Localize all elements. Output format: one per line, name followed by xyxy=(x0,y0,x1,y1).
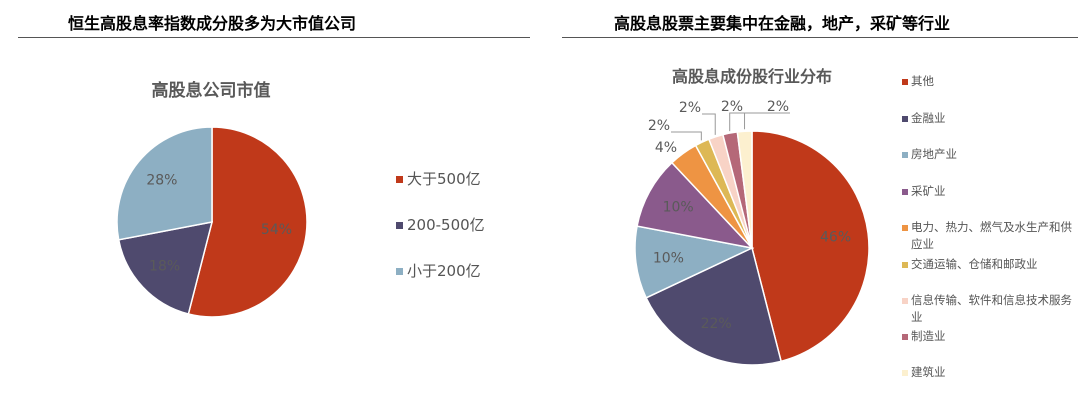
legend-label: 房地产业 xyxy=(911,147,957,161)
chart-2-slice-8 xyxy=(736,130,753,249)
legend-label: 电力、热力、燃气及水生产和供应业 xyxy=(911,220,1072,251)
chart-2-data-label-5: 2% xyxy=(648,118,670,134)
chart-2-legend-item-3: 采矿业 xyxy=(902,183,1080,200)
legend-swatch xyxy=(902,78,908,85)
right-title-rule xyxy=(562,37,1078,38)
legend-swatch xyxy=(396,222,403,229)
chart-1-data-label-2: 28% xyxy=(146,173,177,189)
chart-2-data-label-8: 2% xyxy=(767,99,789,115)
left-title-rule xyxy=(18,37,530,38)
chart-2-leader-7 xyxy=(729,112,744,132)
chart-2-legend-item-4: 电力、热力、燃气及水生产和供应业 xyxy=(902,219,1080,253)
chart-2-slice-0 xyxy=(751,130,870,363)
chart-2-data-label-6: 2% xyxy=(679,100,701,116)
legend-label: 制造业 xyxy=(911,329,946,343)
legend-swatch xyxy=(902,369,908,376)
chart-2-leader-8 xyxy=(744,112,790,130)
chart-2-data-label-3: 10% xyxy=(663,199,694,215)
legend-swatch xyxy=(902,333,908,340)
chart-1-slice-0 xyxy=(187,126,308,318)
legend-label: 200-500亿 xyxy=(407,216,485,234)
legend-label: 交通运输、仓储和邮政业 xyxy=(911,257,1038,271)
chart-1-data-label-0: 54% xyxy=(261,222,292,238)
legend-swatch xyxy=(902,151,908,158)
chart-1-legend-item-0: 大于500亿 xyxy=(396,168,481,189)
chart-1-slice-1 xyxy=(117,221,214,315)
chart-2-legend-item-0: 其他 xyxy=(902,73,1080,90)
legend-swatch xyxy=(396,176,403,183)
chart-2-title: 高股息成份股行业分布 xyxy=(672,67,832,86)
chart-2-legend-item-1: 金融业 xyxy=(902,110,1080,127)
legend-swatch xyxy=(902,115,908,122)
chart-2-data-label-1: 22% xyxy=(701,316,732,332)
legend-swatch xyxy=(902,261,908,268)
chart-2-legend-item-2: 房地产业 xyxy=(902,146,1080,163)
legend-label: 金融业 xyxy=(911,111,946,125)
legend-swatch xyxy=(396,268,403,275)
chart-2-legend-item-6: 信息传输、软件和信息技术服务业 xyxy=(902,292,1080,326)
chart-2-slice-1 xyxy=(645,246,783,366)
left-panel-title: 恒生高股息率指数成分股多为大市值公司 xyxy=(68,14,357,33)
chart-2-data-label-7: 2% xyxy=(721,99,743,115)
legend-label: 其他 xyxy=(911,74,934,88)
right-panel-title: 高股息股票主要集中在金融，地产，采矿等行业 xyxy=(614,14,951,33)
chart-2-leader-5 xyxy=(671,131,702,141)
chart-1-data-label-1: 18% xyxy=(149,258,180,274)
legend-label: 小于200亿 xyxy=(407,262,481,280)
chart-2-data-label-2: 10% xyxy=(653,251,684,267)
legend-label: 大于500亿 xyxy=(407,170,481,188)
chart-2-data-label-0: 46% xyxy=(820,229,851,245)
chart-1-legend-item-1: 200-500亿 xyxy=(396,214,485,235)
chart-2-legend-item-5: 交通运输、仓储和邮政业 xyxy=(902,256,1080,273)
legend-swatch xyxy=(902,224,908,231)
chart-1-legend-item-2: 小于200亿 xyxy=(396,260,481,281)
chart-1-slice-2 xyxy=(116,126,213,241)
chart-2-leader-6 xyxy=(702,113,716,135)
chart-2-legend-item-7: 制造业 xyxy=(902,328,1080,345)
chart-2-slice-3 xyxy=(636,161,755,250)
legend-swatch xyxy=(902,188,908,195)
chart-2-slice-2 xyxy=(634,225,755,299)
legend-label: 采矿业 xyxy=(911,184,946,198)
legend-label: 信息传输、软件和信息技术服务业 xyxy=(911,293,1072,324)
chart-2-legend-item-8: 建筑业 xyxy=(902,364,1080,381)
chart-2-data-label-4: 4% xyxy=(655,140,677,156)
legend-label: 建筑业 xyxy=(911,365,946,379)
legend-swatch xyxy=(902,297,908,304)
chart-1-title: 高股息公司市值 xyxy=(152,80,271,101)
